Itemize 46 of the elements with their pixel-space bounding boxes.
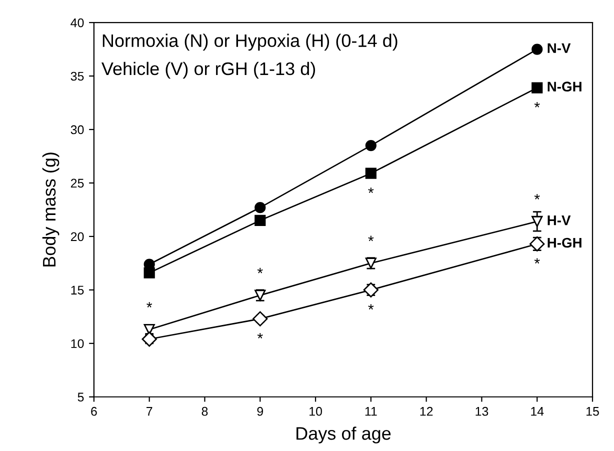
x-tick-label: 13	[476, 406, 488, 416]
x-tick-label: 15	[586, 407, 599, 416]
series-label: H-GH	[548, 238, 582, 248]
point	[532, 216, 543, 228]
x-tick-label: 14	[531, 407, 544, 416]
y-tick-label: 10	[71, 339, 84, 348]
point	[530, 236, 545, 252]
point	[365, 140, 376, 152]
y-tick-label: 15	[71, 286, 84, 295]
x-tick-label: 8	[202, 406, 208, 416]
y-tick-label: 30	[70, 125, 84, 134]
x-tick-label: 12	[420, 406, 433, 416]
annotation: *	[146, 302, 152, 308]
x-tick-label: 11	[365, 407, 377, 416]
x-axis-title: Days of age	[296, 426, 391, 444]
y-tick-label: 20	[70, 232, 84, 242]
series-label: N-V	[548, 43, 571, 53]
point	[532, 44, 543, 55]
point	[254, 214, 266, 226]
annotation: *	[368, 304, 374, 310]
annotation: *	[534, 102, 540, 108]
series-label: H-V	[548, 216, 571, 226]
y-tick-label: 35	[70, 72, 84, 81]
annotation: *	[368, 188, 374, 193]
x-tick-label: 9	[257, 406, 264, 416]
annotation: *	[257, 333, 263, 338]
annotation: *	[368, 236, 374, 242]
y-tick-label: 5	[78, 392, 84, 402]
annotation: *	[257, 268, 263, 274]
point	[254, 202, 266, 214]
point	[363, 282, 378, 298]
annotation: *	[534, 258, 540, 264]
point	[532, 82, 543, 94]
point	[365, 168, 376, 179]
annotation: *	[534, 194, 540, 200]
x-tick-label: 6	[91, 406, 97, 416]
annotation: Normoxia (N) or Hypoxia (H) (0-14 d)	[102, 34, 398, 51]
y-axis-title: Body mass (g)	[42, 152, 60, 266]
point	[252, 311, 268, 326]
point	[144, 267, 155, 278]
series-label: N-GH	[548, 82, 582, 92]
x-tick-label: 10	[310, 406, 322, 416]
annotation: Vehicle (V) or rGH (1-13 d)	[102, 62, 316, 79]
x-tick-label: 7	[146, 407, 152, 416]
y-tick-label: 40	[70, 18, 84, 28]
y-tick-label: 25	[70, 178, 84, 188]
